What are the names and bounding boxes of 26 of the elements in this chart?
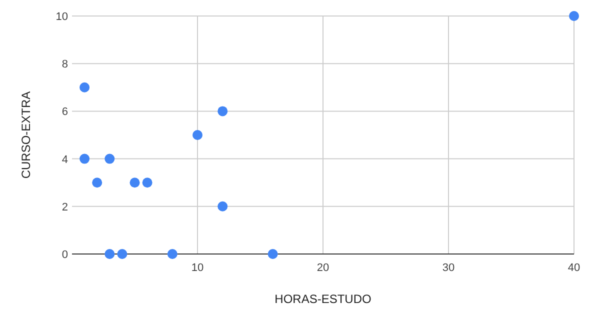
point [130,178,140,188]
point [104,154,115,164]
point [117,249,128,259]
point [142,178,152,188]
point [80,82,90,92]
point [192,130,202,140]
point [92,178,102,188]
y-tick-label: 0 [62,249,68,261]
y-axis-title: CURSO-EXTRA [19,91,33,179]
y-tick-label: 8 [62,58,68,71]
x-tick-label: 10 [191,262,204,274]
point [167,249,178,259]
point [569,11,579,21]
y-tick-label: 10 [56,11,68,23]
y-tick-label: 2 [62,201,68,214]
x-tick-label: 30 [442,262,455,274]
point [218,106,228,116]
y-tick-label: 4 [62,154,68,166]
point [268,249,278,259]
x-axis-title: HORAS-ESTUDO [274,292,372,306]
x-tick-label: 20 [316,262,330,274]
y-tick-label: 6 [62,106,68,118]
point [104,249,115,259]
point [218,201,228,212]
x-tick-label: 40 [568,262,580,274]
point [80,154,90,164]
